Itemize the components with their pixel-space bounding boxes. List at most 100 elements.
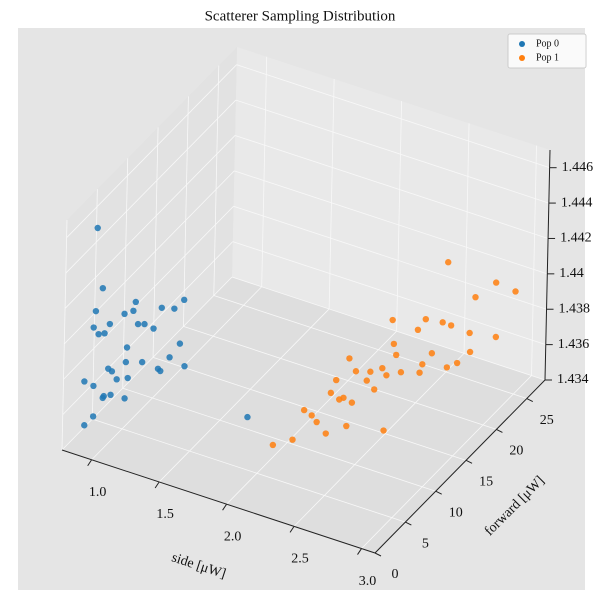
y-tick	[526, 398, 534, 402]
data-point	[150, 325, 157, 332]
data-point	[348, 399, 356, 406]
y-axis-line	[374, 379, 546, 554]
y-tick	[435, 490, 442, 495]
z-tick-label: 1.442	[560, 231, 592, 246]
data-point	[445, 259, 452, 266]
data-point	[166, 354, 173, 361]
data-point	[392, 351, 400, 359]
data-point	[300, 406, 308, 414]
x-tick-label: 1.0	[89, 485, 107, 500]
grid-line	[122, 387, 436, 492]
y-tick	[374, 552, 382, 557]
data-point	[466, 329, 473, 337]
data-point	[181, 362, 188, 370]
grid-line	[91, 286, 262, 461]
y-tick	[405, 521, 412, 526]
x-axis-line	[61, 449, 376, 554]
data-point	[336, 396, 343, 403]
grid-line	[61, 276, 233, 451]
data-point	[333, 376, 340, 384]
grid-line	[231, 276, 546, 381]
legend-label: Pop 1	[536, 52, 559, 63]
x-tick	[357, 548, 362, 555]
grid-line	[234, 135, 549, 239]
grid-line	[152, 356, 467, 461]
z-tick-label: 1.438	[559, 301, 591, 316]
z-tick-label: 1.446	[562, 160, 594, 175]
grid-line	[65, 99, 237, 274]
grid-line	[261, 56, 268, 287]
grid-line	[61, 219, 68, 451]
grid-line	[213, 295, 527, 399]
data-point	[397, 369, 405, 376]
data-point	[107, 391, 114, 399]
data-point	[422, 315, 430, 323]
data-point	[121, 395, 128, 402]
data-point	[176, 340, 184, 347]
legend-label: Pop 0	[536, 38, 559, 49]
y-tick-label: 0	[392, 567, 399, 582]
data-point	[439, 319, 446, 326]
data-point	[492, 333, 500, 341]
data-point	[90, 382, 97, 390]
y-tick-label: 5	[422, 536, 429, 551]
data-point	[289, 436, 296, 443]
data-point	[134, 320, 142, 328]
z-tick-label: 1.434	[557, 372, 589, 387]
grid-line	[236, 64, 550, 169]
data-point	[383, 372, 390, 379]
data-point	[346, 355, 353, 362]
data-point	[95, 330, 102, 338]
y-tick-label: 20	[509, 444, 523, 459]
data-point	[124, 374, 131, 382]
x-tick-label: 3.0	[359, 574, 377, 589]
data-point	[99, 284, 107, 292]
data-point	[90, 324, 97, 331]
data-point	[308, 412, 315, 419]
grid-line	[361, 375, 532, 549]
grid-line	[234, 170, 548, 275]
grid-line	[183, 326, 497, 430]
data-point	[130, 307, 137, 315]
grid-line	[213, 65, 220, 296]
back-pane	[232, 47, 550, 380]
data-point	[123, 344, 131, 351]
chart-title: Scatterer Sampling Distribution	[205, 8, 396, 24]
data-point	[108, 368, 116, 375]
data-point	[363, 377, 370, 384]
grid-line	[233, 205, 547, 310]
x-tick-label: 2.5	[291, 552, 309, 567]
data-point	[390, 340, 398, 348]
data-point	[447, 322, 455, 329]
data-point	[89, 413, 97, 420]
data-point	[106, 320, 114, 328]
grid-line	[531, 145, 537, 376]
legend-box	[507, 33, 587, 69]
grid-line	[328, 78, 335, 309]
data-point	[158, 304, 165, 311]
data-point	[472, 293, 479, 301]
data-point	[352, 368, 360, 375]
x-tick-label: 2.0	[224, 529, 242, 544]
data-point	[92, 307, 100, 315]
side-pane	[62, 47, 237, 450]
z-axis-line	[544, 149, 551, 381]
x-tick	[289, 526, 295, 533]
x-tick	[87, 459, 93, 467]
grid-line	[463, 123, 470, 354]
data-point	[81, 422, 88, 429]
y-tick-label: 25	[540, 413, 554, 428]
z-tick-label: 1.44	[559, 266, 584, 281]
grid-line	[152, 127, 159, 358]
data-point	[512, 288, 519, 295]
data-point	[419, 361, 426, 368]
data-point	[244, 413, 251, 421]
data-point	[269, 441, 277, 449]
x-tick	[222, 503, 228, 511]
data-point	[322, 430, 329, 437]
data-point	[81, 378, 88, 385]
data-point	[121, 310, 128, 318]
legend-marker	[519, 55, 525, 61]
legend-marker	[519, 41, 525, 47]
grid-line	[293, 353, 465, 527]
